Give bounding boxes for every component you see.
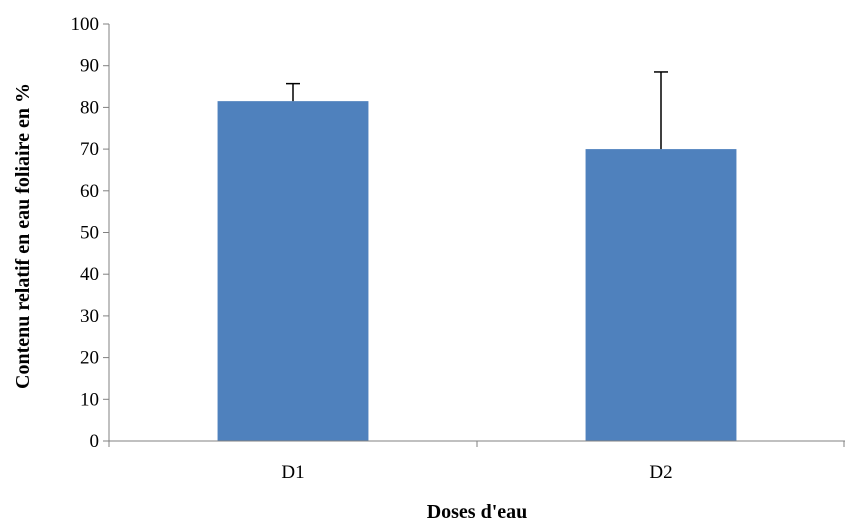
y-tick-label: 80 xyxy=(80,97,99,118)
y-tick-label: 60 xyxy=(80,181,99,202)
bar-d2 xyxy=(585,149,737,441)
bar-d1 xyxy=(217,101,369,442)
y-tick-label: 100 xyxy=(71,14,100,35)
y-axis-title: Contenu relatif en eau foliaire en % xyxy=(12,83,34,389)
x-axis-title: Doses d'eau xyxy=(427,501,528,523)
x-tick-label: D1 xyxy=(281,462,304,483)
x-axis-ticks: D1 D2 xyxy=(108,441,845,483)
error-bars xyxy=(286,71,668,150)
bars xyxy=(217,101,737,442)
y-tick-label: 90 xyxy=(80,56,99,77)
y-tick-label: 50 xyxy=(80,223,99,244)
y-tick-label: 40 xyxy=(80,264,99,285)
y-tick-label: 70 xyxy=(80,139,99,160)
y-axis-ticks: 0 10 20 30 40 50 60 70 80 90 100 xyxy=(71,14,109,452)
x-tick-label: D2 xyxy=(649,462,672,483)
y-tick-label: 30 xyxy=(80,306,99,327)
y-tick-label: 10 xyxy=(80,389,99,410)
y-tick-label: 0 xyxy=(90,431,100,452)
y-tick-label: 20 xyxy=(80,348,99,369)
